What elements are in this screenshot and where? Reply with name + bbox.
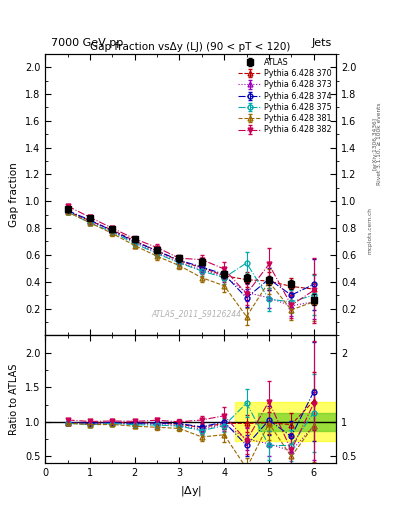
- Y-axis label: Ratio to ATLAS: Ratio to ATLAS: [9, 364, 19, 435]
- Text: Jets: Jets: [312, 38, 332, 49]
- Legend: ATLAS, Pythia 6.428 370, Pythia 6.428 373, Pythia 6.428 374, Pythia 6.428 375, P: ATLAS, Pythia 6.428 370, Pythia 6.428 37…: [237, 56, 334, 136]
- Title: Gap fraction vsΔy (LJ) (90 < pT < 120): Gap fraction vsΔy (LJ) (90 < pT < 120): [90, 41, 291, 52]
- Y-axis label: Gap fraction: Gap fraction: [9, 162, 19, 227]
- Text: mcplots.cern.ch: mcplots.cern.ch: [368, 207, 373, 254]
- Text: ATLAS_2011_S9126244: ATLAS_2011_S9126244: [151, 309, 241, 318]
- X-axis label: |$\Delta$y|: |$\Delta$y|: [180, 484, 202, 498]
- Text: [arXiv:1306.3436]: [arXiv:1306.3436]: [372, 117, 377, 170]
- Text: Rivet 3.1.10, ≥ 100k events: Rivet 3.1.10, ≥ 100k events: [377, 102, 382, 185]
- Text: 7000 GeV pp: 7000 GeV pp: [51, 38, 123, 49]
